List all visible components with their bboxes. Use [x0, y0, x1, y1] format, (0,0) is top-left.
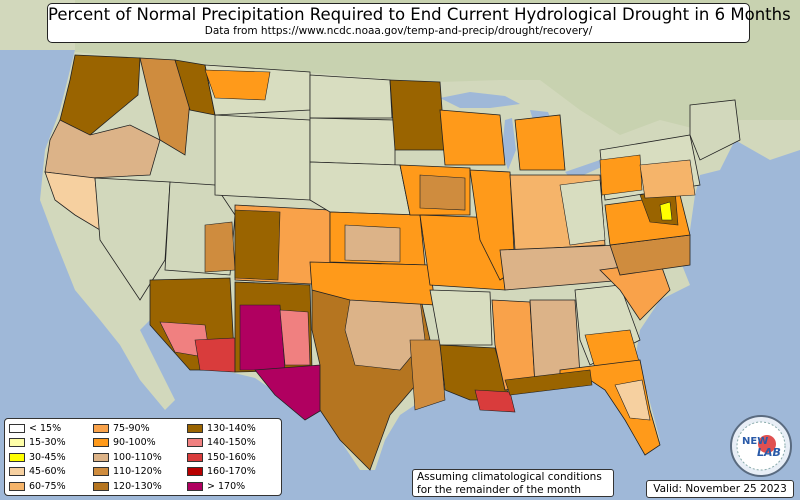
legend-swatch	[93, 452, 109, 462]
region-nm-s	[239, 304, 286, 371]
legend-label: 110-120%	[113, 466, 162, 478]
legend-swatch	[93, 467, 109, 477]
legend-item: 160-170%	[187, 465, 256, 480]
lake-michigan	[502, 118, 516, 170]
region-ny-w	[599, 154, 643, 196]
region-gulf-coast	[504, 369, 593, 396]
legend-label: 130-140%	[207, 422, 256, 434]
legend-swatch	[9, 467, 25, 477]
region-de	[659, 201, 673, 221]
legend-item: 130-140%	[187, 421, 256, 436]
legend-swatch	[9, 452, 25, 462]
region-wy	[214, 114, 311, 201]
region-az-s	[194, 337, 236, 373]
region-tx-w	[254, 364, 331, 421]
legend-item: 15-30%	[9, 436, 66, 451]
legend-swatch	[9, 423, 25, 433]
legend-label: 30-45%	[29, 451, 66, 463]
region-mn	[389, 79, 446, 151]
legend-label: 60-75%	[29, 480, 66, 492]
legend-item: 140-150%	[187, 436, 256, 451]
legend-item: < 15%	[9, 421, 66, 436]
legend-label: < 15%	[29, 422, 62, 434]
region-pa-e	[639, 159, 696, 199]
assumption-note: Assuming climatological conditions for t…	[412, 469, 614, 497]
legend-item: 45-60%	[9, 465, 66, 480]
legend-col-3: 130-140% 140-150% 150-160% 160-170% > 17…	[187, 421, 256, 494]
legend-label: 140-150%	[207, 437, 256, 449]
newlab-logo: NEW LAB	[730, 415, 792, 477]
region-mi	[514, 114, 566, 171]
legend-col-1: < 15% 15-30% 30-45% 45-60% 60-75%	[9, 421, 66, 494]
legend: < 15% 15-30% 30-45% 45-60% 60-75% 75-90%…	[4, 418, 282, 496]
legend-col-2: 75-90% 90-100% 100-110% 110-120% 120-130…	[93, 421, 162, 494]
legend-swatch	[187, 481, 203, 491]
region-nd	[309, 74, 393, 119]
region-or	[44, 119, 161, 179]
legend-label: 150-160%	[207, 451, 256, 463]
legend-label: 90-100%	[113, 437, 156, 449]
legend-swatch	[93, 423, 109, 433]
map-title: Percent of Normal Precipitation Required…	[48, 5, 791, 24]
legend-label: 120-130%	[113, 480, 162, 492]
legend-label: 45-60%	[29, 466, 66, 478]
region-ks-c	[344, 224, 401, 263]
legend-swatch	[187, 452, 203, 462]
region-ut-s	[204, 221, 236, 273]
note-line-2: for the remainder of the month	[417, 483, 582, 496]
map-subtitle: Data from https://www.ncdc.noaa.gov/temp…	[204, 25, 593, 37]
region-ne	[309, 161, 411, 216]
legend-swatch	[187, 438, 203, 448]
legend-label: 100-110%	[113, 451, 162, 463]
valid-date: Valid: November 25 2023	[646, 480, 794, 498]
region-tx-ne	[409, 339, 446, 411]
legend-swatch	[187, 467, 203, 477]
legend-label: 15-30%	[29, 437, 66, 449]
region-wi	[439, 109, 506, 166]
region-mt-ne	[204, 69, 271, 101]
region-nm-se	[279, 309, 311, 366]
legend-item: 110-120%	[93, 465, 162, 480]
legend-swatch	[9, 481, 25, 491]
legend-item: > 170%	[187, 479, 256, 494]
region-ok	[309, 261, 436, 306]
note-line-1: Assuming climatological conditions	[417, 471, 602, 483]
region-sd	[309, 117, 396, 166]
lake-superior	[440, 92, 520, 108]
region-fl-c	[614, 379, 651, 421]
legend-item: 60-75%	[9, 479, 66, 494]
legend-swatch	[93, 438, 109, 448]
legend-swatch	[187, 423, 203, 433]
legend-label: 160-170%	[207, 466, 256, 478]
legend-item: 75-90%	[93, 421, 162, 436]
region-ar	[429, 289, 493, 346]
legend-item: 150-160%	[187, 450, 256, 465]
region-new-england	[689, 99, 741, 161]
region-ca-n	[44, 171, 101, 231]
region-ia-c	[419, 174, 466, 211]
logo-text-1: NEW	[742, 436, 768, 447]
legend-swatch	[93, 481, 109, 491]
legend-label: > 170%	[207, 480, 246, 492]
legend-item: 30-45%	[9, 450, 66, 465]
legend-swatch	[9, 438, 25, 448]
region-co-w	[234, 209, 281, 281]
title-box: Percent of Normal Precipitation Required…	[47, 3, 791, 43]
legend-item: 120-130%	[93, 479, 162, 494]
region-la-se	[474, 389, 516, 413]
legend-item: 90-100%	[93, 436, 162, 451]
legend-item: 100-110%	[93, 450, 162, 465]
region-oh-e	[559, 179, 606, 246]
logo-text-2: LAB	[757, 446, 781, 459]
legend-label: 75-90%	[113, 422, 150, 434]
